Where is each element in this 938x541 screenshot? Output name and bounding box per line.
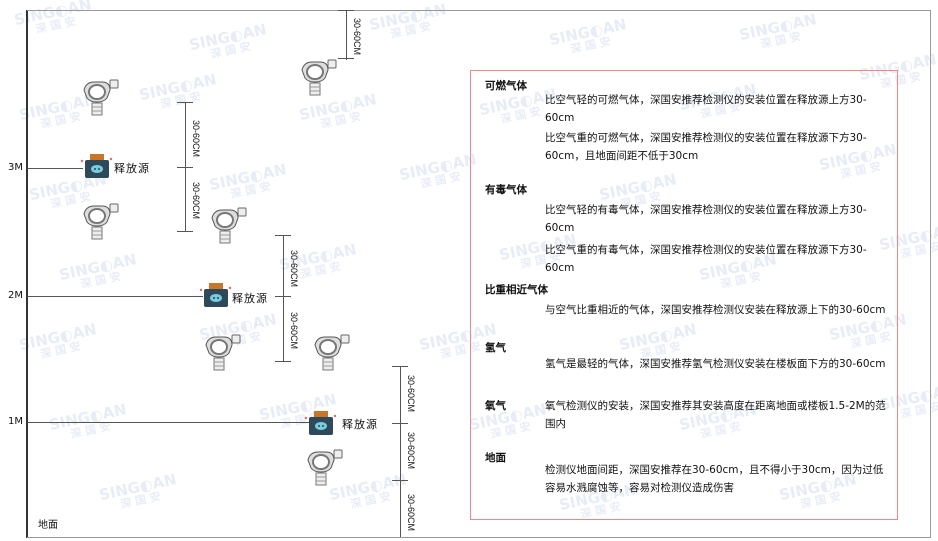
watermark: SING◐AN 深 国 安 — [97, 470, 179, 511]
dimension-tick — [177, 102, 193, 103]
dimension-label: 30-60CM — [352, 18, 362, 56]
watermark: SING◐AN 深 国 安 — [547, 15, 629, 56]
section-title: 氢气 — [485, 342, 506, 354]
watermark: SING◐AN 深 国 安 — [367, 0, 449, 41]
dimension-label: 30-60CM — [289, 250, 299, 288]
watermark: SING◐AN 深 国 安 — [187, 20, 269, 61]
dimension-line — [283, 235, 284, 362]
dimension-label: 30-60CM — [191, 182, 201, 220]
section-title: 地面 — [485, 452, 506, 464]
section-text: 比空气轻的可燃气体，深国安推荐检测仪的安装位置在释放源上方30-60cm — [545, 94, 867, 124]
level-3m: 3M — [8, 162, 23, 173]
section-text: 比空气重的有毒气体，深国安推荐检测仪的安装位置在释放源下方30-60cm — [545, 244, 867, 274]
release-source-icon — [80, 153, 114, 179]
release-source-label: 释放源 — [114, 162, 150, 175]
dimension-tick — [275, 296, 291, 297]
section-title: 可燃气体 — [485, 80, 527, 92]
level-1m: 1M — [8, 416, 23, 427]
right-line — [930, 10, 931, 538]
dimension-label: 30-60CM — [406, 375, 416, 413]
dimension-tick — [338, 58, 354, 59]
watermark: SING◐AN 深 国 安 — [57, 250, 139, 291]
watermark: SING◐AN 深 国 安 — [397, 150, 479, 191]
dimension-tick — [275, 235, 291, 236]
section-text: 比空气重的可燃气体，深国安推荐检测仪的安装位置在释放源下方30-60cm，且地面… — [545, 132, 867, 162]
dimension-tick — [392, 480, 408, 481]
section-title: 氧气 — [485, 400, 506, 412]
watermark: SING◐AN 深 国 安 — [737, 10, 819, 51]
watermark: SING◐AN 深 国 安 — [47, 400, 129, 441]
level-line — [27, 422, 311, 423]
release-source-icon — [199, 282, 233, 308]
gas-detector-icon — [298, 58, 338, 98]
section-text: 与空气比重相近的气体，深国安推荐检测仪安装在释放源上下的30-60cm — [545, 304, 886, 316]
gas-detector-icon — [80, 202, 120, 242]
dimension-tick — [177, 167, 193, 168]
dimension-tick — [338, 10, 354, 11]
gas-detector-icon — [304, 448, 344, 488]
floor-line — [27, 537, 931, 538]
dimension-tick — [392, 423, 408, 424]
wall-line — [26, 10, 28, 538]
dimension-line — [346, 10, 347, 60]
watermark: SING◐AN 深 国 安 — [137, 70, 219, 111]
release-source-label: 释放源 — [232, 292, 268, 305]
gas-detector-icon — [208, 206, 248, 246]
ceiling-line — [27, 10, 931, 11]
level-line — [27, 296, 203, 297]
section-title: 比重相近气体 — [485, 284, 548, 296]
dimension-tick — [177, 231, 193, 232]
watermark: SING◐AN 深 国 安 — [297, 90, 379, 131]
dimension-label: 30-60CM — [289, 312, 299, 350]
release-source-label: 释放源 — [342, 418, 378, 431]
gas-detector-icon — [202, 333, 242, 373]
dimension-line — [400, 366, 401, 537]
level-2m: 2M — [8, 290, 23, 301]
gas-detector-icon — [311, 333, 351, 373]
watermark: SING◐AN 深 国 安 — [207, 160, 289, 201]
dimension-tick — [275, 361, 291, 362]
section-text: 检测仪地面间距，深国安推荐在30-60cm，且不得小于30cm，因为过低容易水溅… — [545, 464, 884, 494]
section-text: 比空气轻的有毒气体，深国安推荐检测仪的安装位置在释放源上方30-60cm — [545, 204, 867, 234]
section-title: 有毒气体 — [485, 184, 527, 196]
section-text: 氢气是最轻的气体，深国安推荐氢气检测仪安装在楼板面下方的30-60cm — [545, 358, 886, 370]
dimension-tick — [392, 366, 408, 367]
watermark: SING◐AN 深 国 安 — [17, 320, 99, 361]
section-text: 氧气检测仪的安装，深国安推荐其安装高度在距离地面或楼板1.5-2M的范围内 — [545, 400, 886, 430]
release-source-icon — [304, 410, 338, 436]
gas-detector-icon — [80, 78, 120, 118]
info-panel: 可燃气体比空气轻的可燃气体，深国安推荐检测仪的安装位置在释放源上方30-60cm… — [470, 70, 898, 520]
dimension-label: 30-60CM — [191, 120, 201, 158]
dimension-label: 30-60CM — [406, 494, 416, 532]
dimension-label: 30-60CM — [406, 432, 416, 470]
level-line — [27, 168, 83, 169]
ground-label: 地面 — [38, 520, 58, 531]
